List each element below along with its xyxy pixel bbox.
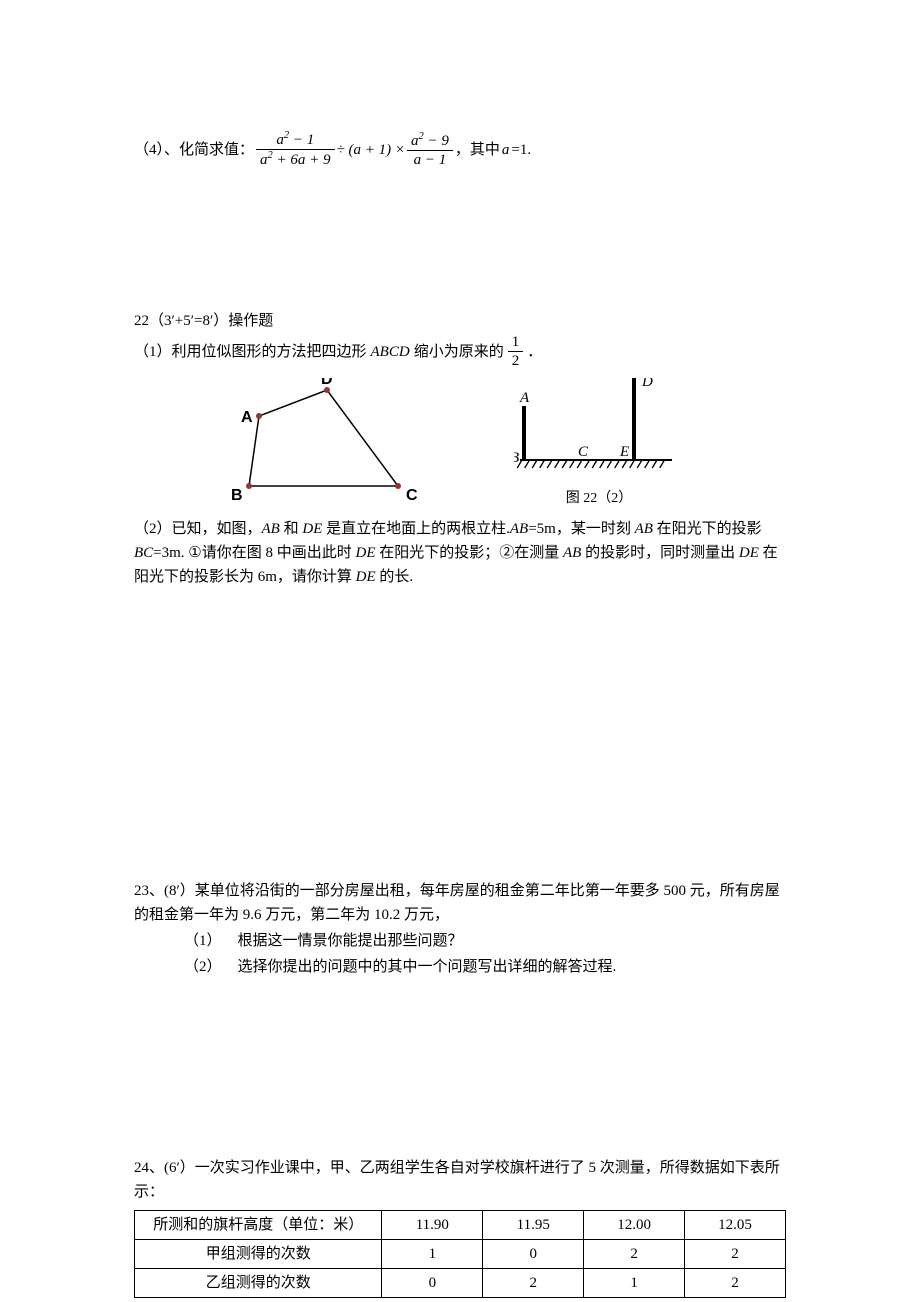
p22-ab3: AB xyxy=(635,521,653,537)
problem-21-4: （4）、化简求值： a2 − 1 a2 + 6a + 9 ÷ (a + 1) ×… xyxy=(134,130,786,169)
p22-2-d: =5m，某一时刻 xyxy=(528,521,634,537)
p23-item2-num: （2） xyxy=(184,955,222,979)
p22-figures: A B C D A B C D E 图 22（2） xyxy=(134,378,786,511)
p22-half: 1 2 xyxy=(508,333,524,370)
table-cell: 0 xyxy=(382,1269,483,1298)
svg-text:C: C xyxy=(578,444,589,460)
p21-tail: ，其中 xyxy=(455,138,500,162)
p22-ab4: AB xyxy=(563,545,581,561)
p21-equation: （4）、化简求值： a2 − 1 a2 + 6a + 9 ÷ (a + 1) ×… xyxy=(134,130,786,169)
frac1-num-tail: − 1 xyxy=(289,132,314,148)
table-cell: 2 xyxy=(685,1240,786,1269)
fig2-caption: 图 22（2） xyxy=(514,488,684,510)
p22-2-h: 的投影时，同时测量出 xyxy=(581,545,739,561)
svg-text:E: E xyxy=(619,444,629,460)
svg-text:A: A xyxy=(241,409,253,426)
frac1-num-a: a xyxy=(276,132,284,148)
table-cell: 2 xyxy=(685,1269,786,1298)
svg-text:A: A xyxy=(519,390,530,406)
quad-svg: A B C D xyxy=(194,378,424,503)
svg-text:B: B xyxy=(231,487,243,503)
p22-bc: BC xyxy=(134,545,153,561)
p23-item1-num: （1） xyxy=(184,929,222,953)
p22-part1: （1）利用位似图形的方法把四边形 ABCD缩小为原来的 1 2 ． xyxy=(134,333,786,370)
p22-ab2: AB xyxy=(510,521,528,537)
table-header-cell: 11.95 xyxy=(483,1211,584,1240)
p22-abcd: ABCD xyxy=(371,340,410,364)
p22-period: ． xyxy=(527,340,542,364)
table-header-cell: 所测和的旗杆高度（单位：米） xyxy=(135,1211,382,1240)
p22-2-c: 是直立在地面上的两根立柱. xyxy=(322,521,510,537)
p22-2-g: 在阳光下的投影；②在测量 xyxy=(376,545,564,561)
table-row: 乙组测得的次数0212 xyxy=(135,1269,786,1298)
p23-item1: （1） 根据这一情景你能提出那些问题？ xyxy=(184,929,786,953)
figure-quad-abcd: A B C D xyxy=(194,378,424,511)
table-header-cell: 12.05 xyxy=(685,1211,786,1240)
half-den: 2 xyxy=(508,352,524,370)
p23-items: （1） 根据这一情景你能提出那些问题？ （2） 选择你提出的问题中的其中一个问题… xyxy=(134,929,786,979)
p22-2-b: 和 xyxy=(280,521,303,537)
frac2-num-tail: − 9 xyxy=(424,133,449,149)
table-header-cell: 11.90 xyxy=(382,1211,483,1240)
svg-text:D: D xyxy=(641,378,653,390)
p21-divop: ÷ (a + 1) × xyxy=(337,138,405,162)
table-cell: 乙组测得的次数 xyxy=(135,1269,382,1298)
poles-svg: A B C D E xyxy=(514,378,684,478)
svg-text:D: D xyxy=(321,378,333,388)
p22-2-e: 在阳光下的投影 xyxy=(653,521,762,537)
svg-text:B: B xyxy=(514,450,519,466)
table-header-row: 所测和的旗杆高度（单位：米）11.9011.9512.0012.05 xyxy=(135,1211,786,1240)
p22-heading: 22（3′+5′=8′）操作题 xyxy=(134,309,786,333)
table-cell: 0 xyxy=(483,1240,584,1269)
frac1-den-a: a xyxy=(260,152,268,168)
p22-de4: DE xyxy=(356,569,376,585)
table-header-cell: 12.00 xyxy=(584,1211,685,1240)
p22-ab: AB xyxy=(262,521,280,537)
p22-2-j: 的长. xyxy=(376,569,414,585)
p23-item2: （2） 选择你提出的问题中的其中一个问题写出详细的解答过程. xyxy=(184,955,786,979)
p21-frac1: a2 − 1 a2 + 6a + 9 xyxy=(256,130,335,169)
problem-24: 24、(6′）一次实习作业课中，甲、乙两组学生各自对学校旗杆进行了 5 次测量，… xyxy=(134,1156,786,1298)
p23-item1-text: 根据这一情景你能提出那些问题？ xyxy=(238,929,463,953)
frac2-den: a − 1 xyxy=(407,151,453,169)
table-cell: 2 xyxy=(483,1269,584,1298)
p22-part1-lead: （1）利用位似图形的方法把四边形 xyxy=(134,340,367,364)
half-num: 1 xyxy=(508,333,524,352)
problem-23: 23、(8′）某单位将沿街的一部分房屋出租，每年房屋的租金第二年比第一年要多 5… xyxy=(134,879,786,979)
p22-2-f: =3m. ①请你在图 8 中画出此时 xyxy=(153,545,355,561)
svg-text:C: C xyxy=(406,487,418,503)
p22-de3: DE xyxy=(739,545,759,561)
problem-22: 22（3′+5′=8′）操作题 （1）利用位似图形的方法把四边形 ABCD缩小为… xyxy=(134,309,786,589)
frac1-den-tail: + 6a + 9 xyxy=(273,152,331,168)
table-row: 甲组测得的次数1022 xyxy=(135,1240,786,1269)
p24-table: 所测和的旗杆高度（单位：米）11.9011.9512.0012.05甲组测得的次… xyxy=(134,1210,786,1298)
p23-heading: 23、(8′）某单位将沿街的一部分房屋出租，每年房屋的租金第二年比第一年要多 5… xyxy=(134,879,786,927)
p24-heading: 24、(6′）一次实习作业课中，甲、乙两组学生各自对学校旗杆进行了 5 次测量，… xyxy=(134,1156,786,1204)
table-cell: 1 xyxy=(382,1240,483,1269)
figure-poles: A B C D E 图 22（2） xyxy=(514,378,684,510)
table-cell: 甲组测得的次数 xyxy=(135,1240,382,1269)
p22-de: DE xyxy=(302,521,322,537)
p22-2-a: （2）已知，如图， xyxy=(134,521,262,537)
table-cell: 2 xyxy=(584,1240,685,1269)
p22-part2: （2）已知，如图，AB 和 DE 是直立在地面上的两根立柱.AB=5m，某一时刻… xyxy=(134,517,786,589)
table-cell: 1 xyxy=(584,1269,685,1298)
p21-lead: （4）、化简求值： xyxy=(134,138,254,162)
p23-item2-text: 选择你提出的问题中的其中一个问题写出详细的解答过程. xyxy=(238,955,617,979)
p21-avar: a xyxy=(502,138,510,162)
p22-de2: DE xyxy=(356,545,376,561)
p21-eq: =1. xyxy=(511,138,531,162)
p21-frac2: a2 − 9 a − 1 xyxy=(407,131,453,169)
p22-part1-mid: 缩小为原来的 xyxy=(414,340,504,364)
